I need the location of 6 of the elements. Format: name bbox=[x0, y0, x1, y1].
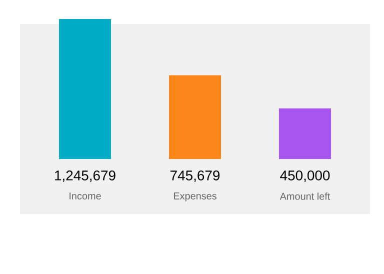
data-label: 1,245,679 bbox=[55, 170, 116, 182]
data-label: 450,000 bbox=[280, 170, 330, 182]
x-tick-label: Amount left bbox=[280, 192, 330, 200]
data-label: 745,679 bbox=[170, 170, 220, 182]
x-tick-label: Income bbox=[70, 192, 101, 200]
x-tick-label: Expenses bbox=[174, 192, 217, 202]
